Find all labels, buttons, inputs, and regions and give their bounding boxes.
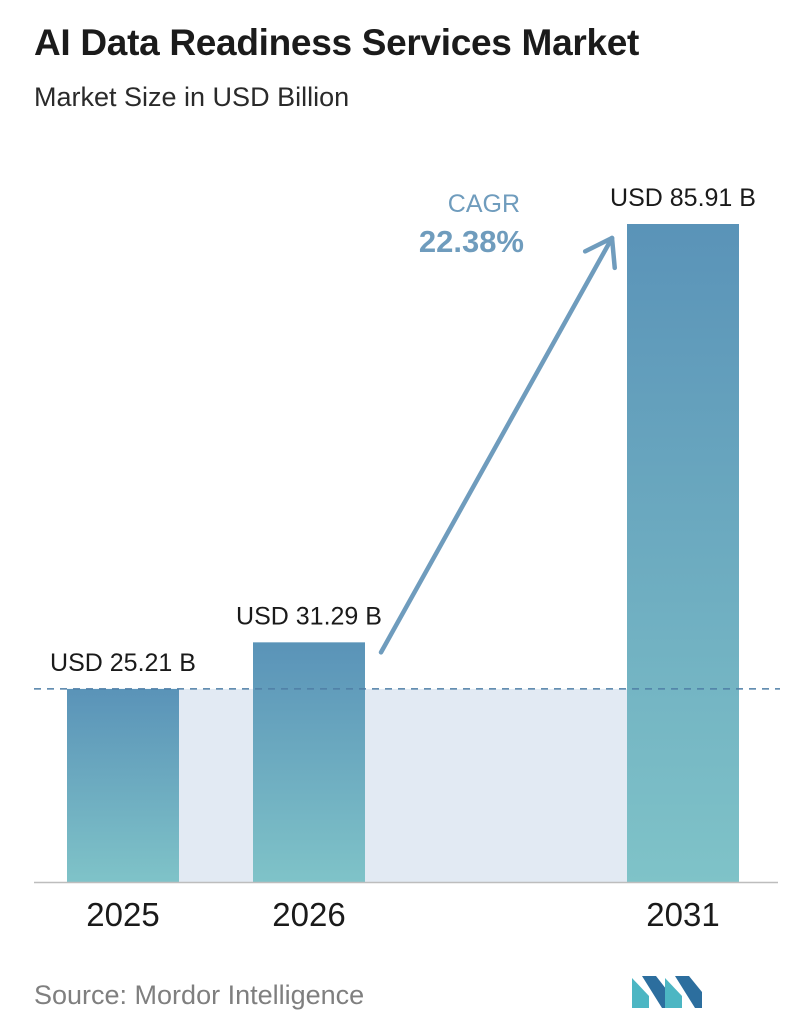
bar-2025 [67,688,179,882]
x-tick-label-2031: 2031 [646,896,719,933]
source-text: Source: Mordor Intelligence [34,980,365,1010]
x-tick-label-2026: 2026 [272,896,345,933]
data-label-2031: USD 85.91 B [610,184,756,212]
cagr-value: 22.38% [419,224,524,259]
chart-title: AI Data Readiness Services Market [34,22,640,63]
chart-subtitle: Market Size in USD Billion [34,82,350,112]
bar-2026 [253,642,365,882]
cagr-label: CAGR [448,190,520,218]
bar-2031 [627,224,739,882]
data-label-2026: USD 31.29 B [236,602,382,630]
cagr-arrowhead-2 [582,235,615,254]
x-tick-label-2025: 2025 [86,896,159,933]
data-label-2025: USD 25.21 B [50,649,196,677]
mordor-intelligence-logo-icon [632,976,702,1008]
cagr-arrow-line [378,235,615,655]
cagr-arrowhead-1 [609,235,617,271]
